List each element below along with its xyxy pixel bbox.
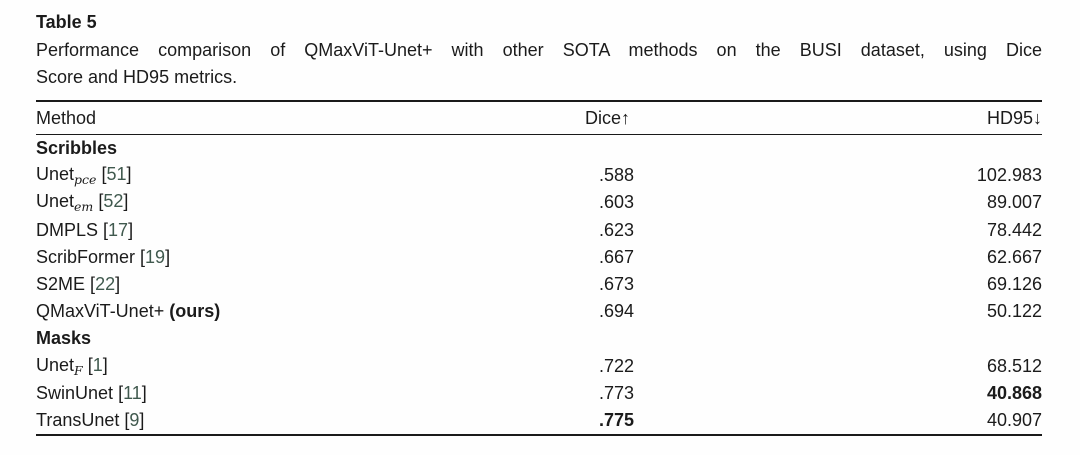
- method-cell: Unetem [52]: [36, 191, 585, 214]
- caption-line-1: Performance comparison of QMaxViT-Unet+ …: [36, 40, 1042, 60]
- dice-value: .773: [599, 382, 635, 403]
- results-table: Method Dice↑ HD95↓ Scribbles Unetpce [51]…: [36, 100, 1042, 437]
- table-caption: Performance comparison of QMaxViT-Unet+ …: [36, 37, 1042, 90]
- table-row: ScribFormer [19] .667 62.667: [36, 244, 1042, 271]
- citation-number: 19: [145, 246, 166, 267]
- table-body: Scribbles Unetpce [51] .588 102.983 Unetem […: [36, 135, 1042, 434]
- citation-number: 11: [123, 382, 142, 403]
- citation-ref[interactable]: [52]: [98, 191, 129, 212]
- hd95-value: 102.983: [976, 165, 1042, 186]
- method-subscript: em: [74, 199, 94, 215]
- dice-value: .588: [599, 165, 635, 186]
- hd95-value: 40.868: [986, 382, 1042, 403]
- method-name: SwinUnet: [36, 382, 114, 403]
- method-cell: ScribFormer [19]: [36, 247, 585, 268]
- column-header-method: Method: [36, 107, 97, 128]
- hd95-value: 78.442: [986, 219, 1042, 240]
- method-name: Unet: [36, 164, 75, 185]
- method-name: DMPLS: [36, 219, 99, 240]
- section-label: Scribbles: [36, 138, 118, 159]
- caption-line-2: Score and HD95 metrics.: [36, 66, 238, 87]
- ours-label: (ours): [169, 301, 221, 322]
- method-cell: DMPLS [17]: [36, 220, 585, 241]
- table-row: S2ME [22] .673 69.126: [36, 271, 1042, 298]
- table-number-label: Table 5: [36, 12, 97, 32]
- dice-value: .673: [599, 274, 635, 295]
- dice-value: .603: [599, 192, 635, 213]
- hd95-value: 40.907: [986, 409, 1042, 430]
- table-header-row: Method Dice↑ HD95↓: [36, 102, 1042, 135]
- method-name: Unet: [36, 354, 75, 375]
- section-row: Masks: [36, 325, 1042, 352]
- method-cell: Unetpce [51]: [36, 164, 585, 187]
- citation-ref[interactable]: [51]: [101, 164, 132, 185]
- table-row: DMPLS [17] .623 78.442: [36, 217, 1042, 244]
- citation-ref[interactable]: [1]: [87, 354, 108, 375]
- hd95-value: 50.122: [986, 301, 1042, 322]
- method-subscript: F: [74, 362, 83, 378]
- table-row: Unetem [52] .603 89.007: [36, 189, 1042, 216]
- table-row: SwinUnet [11] .773 40.868: [36, 380, 1042, 407]
- hd95-value: 68.512: [986, 355, 1042, 376]
- hd95-value: 89.007: [986, 192, 1042, 213]
- hd95-value: 62.667: [986, 246, 1042, 267]
- dice-value: .667: [599, 246, 635, 267]
- table-row: QMaxViT-Unet+ (ours) .694 50.122: [36, 298, 1042, 325]
- column-header-dice: Dice↑: [585, 107, 631, 128]
- method-name: QMaxViT-Unet+: [36, 301, 165, 322]
- citation-ref[interactable]: [19]: [140, 246, 171, 267]
- citation-number: 17: [108, 219, 129, 240]
- method-cell: SwinUnet [11]: [36, 383, 585, 404]
- dice-value: .623: [599, 219, 635, 240]
- table-block: Table 5 Performance comparison of QMaxVi…: [36, 10, 1042, 437]
- method-cell: UnetF [1]: [36, 355, 585, 378]
- table-row: Unetpce [51] .588 102.983: [36, 162, 1042, 189]
- method-cell: S2ME [22]: [36, 274, 585, 295]
- citation-number: 52: [103, 191, 124, 212]
- citation-ref[interactable]: [22]: [90, 274, 121, 295]
- citation-ref[interactable]: [11]: [118, 382, 147, 403]
- method-cell: TransUnet [9]: [36, 410, 585, 431]
- citation-number: 1: [92, 354, 103, 375]
- method-name: ScribFormer: [36, 246, 136, 267]
- citation-ref[interactable]: [9]: [124, 409, 145, 430]
- method-name: Unet: [36, 191, 75, 212]
- dice-value: .775: [599, 409, 635, 430]
- dice-value: .694: [599, 301, 635, 322]
- hd95-value: 69.126: [986, 274, 1042, 295]
- dice-value: .722: [599, 355, 635, 376]
- method-name: S2ME: [36, 274, 86, 295]
- column-header-hd95: HD95↓: [986, 107, 1042, 128]
- table-row: UnetF [1] .722 68.512: [36, 353, 1042, 380]
- method-name: TransUnet: [36, 409, 120, 430]
- method-cell: Masks: [36, 328, 585, 349]
- table-row: TransUnet [9] .775 40.907: [36, 407, 1042, 434]
- citation-number: 9: [129, 409, 140, 430]
- method-subscript: pce: [74, 172, 97, 188]
- method-cell: QMaxViT-Unet+ (ours): [36, 301, 585, 322]
- citation-number: 51: [106, 164, 127, 185]
- citation-ref[interactable]: [17]: [103, 219, 134, 240]
- section-label: Masks: [36, 328, 92, 349]
- section-row: Scribbles: [36, 135, 1042, 162]
- method-cell: Scribbles: [36, 138, 585, 159]
- citation-number: 22: [95, 274, 116, 295]
